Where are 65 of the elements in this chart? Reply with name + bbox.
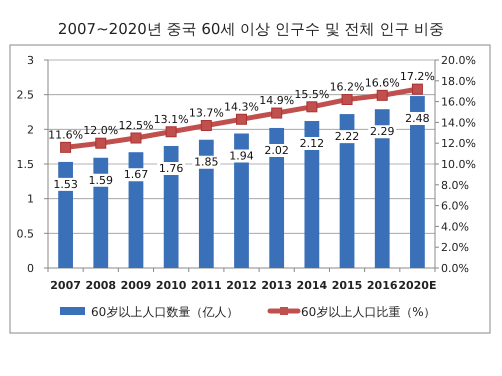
legend-label: 60岁以上人口比重（%） <box>301 305 436 319</box>
data-label: 13.7% <box>188 106 224 120</box>
point <box>306 101 318 112</box>
y-tick-label: 2.5 <box>16 88 34 102</box>
x-tick-label: 2020E <box>398 279 436 292</box>
data-label: 1.59 <box>88 174 114 187</box>
data-label: 1.67 <box>124 168 148 182</box>
data-label: 12.5% <box>118 119 154 132</box>
y2-tick-label: 10.0% <box>441 158 476 171</box>
y2-tick-label: 8.0% <box>441 178 469 192</box>
x-tick-label: 2013 <box>261 279 292 292</box>
y-tick-label: 1 <box>27 192 34 206</box>
x-tick-label: 2011 <box>191 279 222 292</box>
data-label: 1.94 <box>229 149 254 162</box>
y2-tick-label: 2.0% <box>441 241 469 254</box>
point <box>342 94 353 106</box>
point <box>200 120 212 132</box>
data-label: 14.9% <box>259 94 294 108</box>
y2-tick-label: 20.0% <box>441 54 476 67</box>
point <box>130 132 142 144</box>
point <box>166 126 177 138</box>
data-label: 2.48 <box>405 112 430 126</box>
x-tick-label: 2016 <box>366 279 398 292</box>
point <box>236 114 247 125</box>
data-label: 2.02 <box>264 144 289 157</box>
point <box>271 108 282 119</box>
point <box>60 142 72 153</box>
data-label: 12.0% <box>83 124 118 138</box>
data-label: 2.12 <box>300 137 324 150</box>
data-label: 1.53 <box>53 178 78 191</box>
data-label: 1.85 <box>194 156 219 169</box>
y2-tick-label: 4.0% <box>441 220 469 234</box>
y-tick-label: 3 <box>27 54 34 67</box>
y-tick-label: 1.5 <box>16 158 34 171</box>
y2-tick-label: 12.0% <box>441 137 476 150</box>
y2-tick-label: 14.0% <box>441 116 476 130</box>
y2-tick-label: 0.0% <box>441 262 469 275</box>
data-label: 16.2% <box>330 80 365 94</box>
data-label: 14.3% <box>224 100 259 114</box>
data-label: 1.76 <box>158 162 184 175</box>
point <box>412 84 423 95</box>
legend-label: 60岁以上人口数量（亿人） <box>91 305 238 319</box>
chart-title: 2007~2020년 중국 60세 이상 인구수 및 전체 인구 비중 <box>58 20 444 38</box>
x-tick-label: 2010 <box>156 279 187 292</box>
x-tick-label: 2007 <box>50 279 81 292</box>
point <box>95 138 106 149</box>
data-label: 15.5% <box>294 88 330 101</box>
y-tick-label: 0.5 <box>16 227 34 240</box>
x-tick-label: 2015 <box>332 279 362 292</box>
x-tick-label: 2008 <box>85 279 116 292</box>
y2-tick-label: 18.0% <box>441 74 476 88</box>
x-tick-label: 2009 <box>120 279 152 292</box>
y2-tick-label: 6.0% <box>441 200 469 213</box>
data-label: 11.6% <box>48 128 84 142</box>
x-tick-label: 2014 <box>296 279 328 292</box>
data-label: 16.6% <box>364 76 400 90</box>
y-tick-label: 2 <box>27 123 34 136</box>
x-tick-label: 2012 <box>226 279 257 292</box>
data-label: 17.2% <box>400 70 435 84</box>
y2-tick-label: 16.0% <box>441 96 476 109</box>
y-tick-label: 0 <box>27 262 34 275</box>
data-label: 13.1% <box>154 112 189 126</box>
data-label: 2.22 <box>334 130 360 144</box>
data-label: 2.29 <box>370 125 394 138</box>
point <box>376 90 388 101</box>
